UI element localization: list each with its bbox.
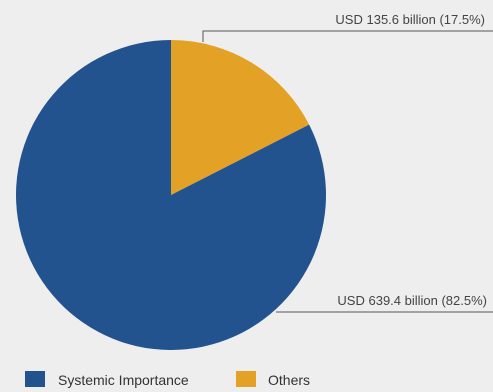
leader-line-others bbox=[202, 30, 493, 42]
annotation-others: USD 135.6 billion (17.5%) bbox=[202, 12, 493, 42]
annotation-systemic-importance: USD 639.4 billion (82.5%) bbox=[276, 293, 493, 313]
legend-item-others: Others bbox=[236, 371, 310, 388]
pie-slice-others bbox=[171, 40, 310, 195]
legend-swatch-systemic-importance bbox=[25, 371, 45, 387]
legend-label-systemic-importance: Systemic Importance bbox=[58, 372, 189, 388]
legend: Systemic Importance Others bbox=[25, 371, 310, 388]
annotation-text-others: USD 135.6 billion (17.5%) bbox=[335, 12, 485, 27]
legend-label-others: Others bbox=[268, 372, 310, 388]
pie-slices bbox=[16, 40, 327, 350]
legend-swatch-others bbox=[236, 371, 256, 387]
pie-slice-systemic-importance bbox=[16, 40, 327, 350]
annotation-text-systemic-importance: USD 639.4 billion (82.5%) bbox=[337, 293, 487, 308]
legend-item-systemic-importance: Systemic Importance bbox=[25, 371, 189, 388]
